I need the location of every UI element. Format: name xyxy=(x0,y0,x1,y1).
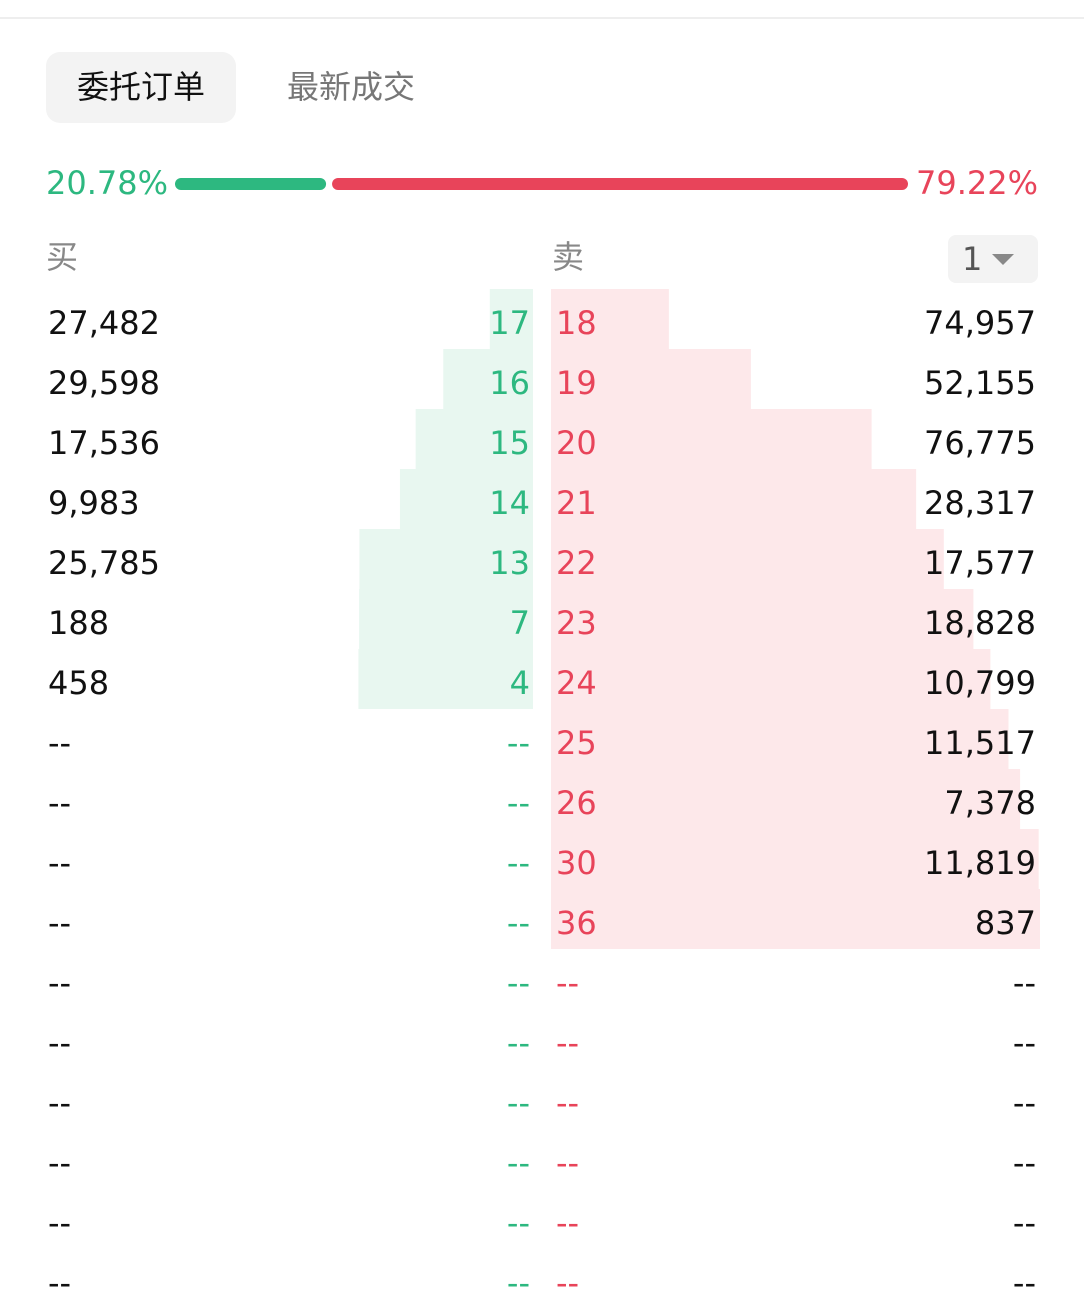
buy-quantity: -- xyxy=(48,1024,71,1062)
sell-quantity: 74,957 xyxy=(924,304,1036,342)
buy-quantity: -- xyxy=(48,1084,71,1122)
buy-price: 17 xyxy=(489,304,530,342)
dropdown-arrow[interactable] xyxy=(992,254,1014,265)
sell-quantity: 28,317 xyxy=(924,484,1036,522)
sell-price: 19 xyxy=(556,364,597,402)
sell-quantity: 17,577 xyxy=(924,544,1036,582)
sell-price: 30 xyxy=(556,844,597,882)
sell-price: -- xyxy=(556,1204,579,1242)
buy-price: -- xyxy=(507,1024,530,1062)
buy-price: -- xyxy=(507,1264,530,1302)
sell-quantity: 76,775 xyxy=(924,424,1036,462)
buy-depth-bar xyxy=(358,649,533,709)
sell-quantity: 18,828 xyxy=(924,604,1036,642)
buy-price: 14 xyxy=(489,484,530,522)
buy-quantity: -- xyxy=(48,1264,71,1302)
sell-depth-bar xyxy=(551,709,1009,769)
sell-quantity: -- xyxy=(1013,1084,1036,1122)
buy-depth-bar xyxy=(489,289,533,349)
buy-quantity: 17,536 xyxy=(48,424,160,462)
sell-price: 23 xyxy=(556,604,597,642)
sell-depth-bar xyxy=(551,529,944,589)
sell-depth-bar xyxy=(551,829,1039,889)
sell-price: -- xyxy=(556,1264,579,1302)
buy-quantity: -- xyxy=(48,844,71,882)
sell-quantity: -- xyxy=(1013,1264,1036,1302)
sell-header: 卖 xyxy=(552,238,584,276)
buy-price: -- xyxy=(507,724,530,762)
buy-quantity: -- xyxy=(48,1144,71,1182)
buy-price: -- xyxy=(507,844,530,882)
buy-quantity: 458 xyxy=(48,664,109,702)
sell-quantity: 11,517 xyxy=(924,724,1036,762)
buy-quantity: 25,785 xyxy=(48,544,160,582)
buy-quantity: -- xyxy=(48,724,71,762)
sell-depth-bar xyxy=(551,469,917,529)
buy-price: 15 xyxy=(489,424,530,462)
buy-price: -- xyxy=(507,1144,530,1182)
buy-price: -- xyxy=(507,1204,530,1242)
buy-quantity: 188 xyxy=(48,604,109,642)
buy-quantity: -- xyxy=(48,784,71,822)
sell-depth-bar xyxy=(551,649,991,709)
buy-quantity: -- xyxy=(48,964,71,1002)
sell-price: 18 xyxy=(556,304,597,342)
sell-price: 20 xyxy=(556,424,597,462)
sell-price: 26 xyxy=(556,784,597,822)
sell-price: -- xyxy=(556,1144,579,1182)
buy-depth-bar xyxy=(443,349,533,409)
buy-quantity: 9,983 xyxy=(48,484,140,522)
sell-quantity: -- xyxy=(1013,1204,1036,1242)
depth-dropdown[interactable] xyxy=(948,235,1038,283)
buy-price: 13 xyxy=(489,544,530,582)
sell-price: 21 xyxy=(556,484,597,522)
sell-depth-bar xyxy=(551,349,751,409)
buy-ratio: 20.78% xyxy=(46,164,168,202)
sell-depth-bar xyxy=(551,889,1040,949)
depth-value[interactable]: 1 xyxy=(962,240,982,278)
sell-quantity: 52,155 xyxy=(924,364,1036,402)
buy-price: 16 xyxy=(489,364,530,402)
tab-label[interactable]: 委托订单 xyxy=(77,68,205,106)
buy-price: 4 xyxy=(510,664,530,702)
buy-price: -- xyxy=(507,784,530,822)
sell-price: 36 xyxy=(556,904,597,942)
active-tab[interactable] xyxy=(46,52,236,123)
sell-quantity: 7,378 xyxy=(944,784,1036,822)
sell-price: 22 xyxy=(556,544,597,582)
sell-depth-bar xyxy=(551,409,872,469)
buy-price: -- xyxy=(507,904,530,942)
sell-price: -- xyxy=(556,964,579,1002)
buy-quantity: -- xyxy=(48,904,71,942)
sell-depth-bar xyxy=(551,289,669,349)
buy-quantity: -- xyxy=(48,1204,71,1242)
buy-header: 买 xyxy=(46,238,78,276)
sell-price: -- xyxy=(556,1084,579,1122)
buy-price: 7 xyxy=(510,604,530,642)
buy-depth-bar xyxy=(415,409,533,469)
sell-price: -- xyxy=(556,1024,579,1062)
sell-price: 25 xyxy=(556,724,597,762)
buy-depth-bar xyxy=(359,529,533,589)
buy-depth-bar xyxy=(359,589,533,649)
sell-price: 24 xyxy=(556,664,597,702)
sell-ratio: 79.22% xyxy=(916,164,1038,202)
buy-depth-bar xyxy=(399,469,533,529)
buy-quantity: 29,598 xyxy=(48,364,160,402)
buy-price: -- xyxy=(507,964,530,1002)
buy-price: -- xyxy=(507,1084,530,1122)
sell-quantity: -- xyxy=(1013,964,1036,1002)
sell-quantity: -- xyxy=(1013,1144,1036,1182)
sell-depth-bar xyxy=(551,769,1021,829)
sell-quantity: 11,819 xyxy=(924,844,1036,882)
sell-depth-bar xyxy=(551,589,974,649)
sell-quantity: 10,799 xyxy=(924,664,1036,702)
sell-quantity: 837 xyxy=(975,904,1036,942)
tab-label[interactable]: 最新成交 xyxy=(287,68,415,106)
buy-quantity: 27,482 xyxy=(48,304,160,342)
sell-quantity: -- xyxy=(1013,1024,1036,1062)
